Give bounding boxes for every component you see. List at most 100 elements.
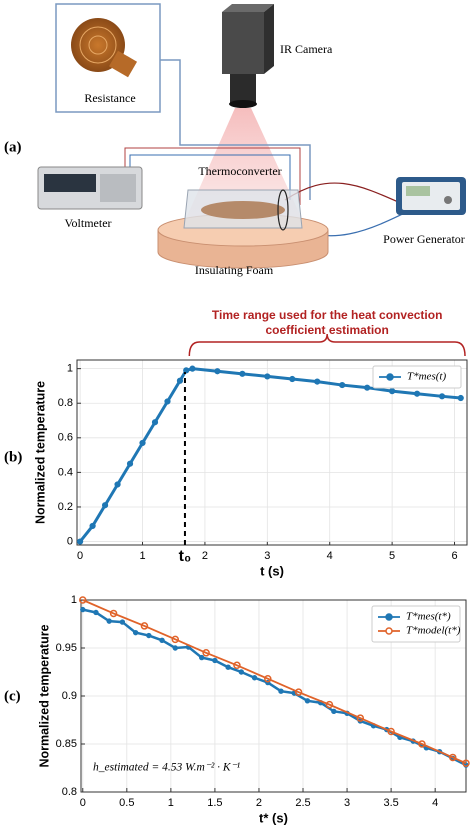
panel-label: (b) bbox=[4, 449, 22, 465]
y-axis-title: Normalized temperature bbox=[33, 381, 47, 524]
data-point bbox=[314, 378, 321, 385]
y-tick-label: 0.95 bbox=[56, 642, 77, 654]
x-tick-label: 1 bbox=[168, 797, 174, 809]
data-point bbox=[264, 373, 271, 380]
data-point bbox=[198, 654, 205, 661]
coil-ring bbox=[79, 26, 117, 64]
data-point bbox=[331, 708, 337, 715]
data-point bbox=[462, 759, 470, 767]
resistance-box bbox=[55, 3, 161, 113]
camera-side bbox=[264, 4, 274, 74]
data-point bbox=[413, 390, 421, 397]
x-tick-label: 2 bbox=[202, 550, 208, 562]
x-axis-title: t (s) bbox=[260, 563, 284, 578]
x-tick-label: 3 bbox=[344, 797, 350, 809]
annotation-label: t₀ bbox=[179, 548, 192, 565]
x-tick-label: 6 bbox=[451, 550, 457, 562]
data-point bbox=[325, 700, 334, 709]
legend-label: T*model(t*) bbox=[406, 625, 461, 637]
data-point bbox=[80, 606, 86, 613]
data-point bbox=[119, 619, 126, 625]
node-label: Insulating Foam bbox=[195, 263, 274, 277]
data-point bbox=[304, 698, 311, 704]
node-label: Power Generator bbox=[383, 232, 465, 246]
data-point bbox=[278, 688, 284, 694]
data-point bbox=[159, 637, 165, 644]
y-tick-label: 0.6 bbox=[58, 432, 73, 444]
x-tick-label: 4 bbox=[432, 797, 438, 809]
data-point bbox=[79, 596, 87, 604]
x-tick-label: 5 bbox=[389, 550, 395, 562]
data-point bbox=[214, 368, 221, 375]
data-point bbox=[457, 394, 464, 402]
x-tick-label: 2.5 bbox=[295, 797, 310, 809]
legend-box bbox=[372, 365, 462, 389]
x-tick-label: 0 bbox=[77, 550, 83, 562]
data-point bbox=[418, 740, 426, 748]
y-tick-label: 0.4 bbox=[58, 466, 73, 478]
x-tick-label: 4 bbox=[327, 550, 333, 562]
legend-marker bbox=[386, 373, 394, 381]
data-point bbox=[364, 384, 371, 391]
x-tick-label: 3 bbox=[264, 550, 270, 562]
data-point bbox=[164, 398, 171, 405]
data-point bbox=[225, 664, 231, 670]
sample bbox=[201, 201, 285, 219]
generator-knob bbox=[444, 196, 452, 204]
data-point bbox=[239, 370, 246, 377]
data-point bbox=[139, 439, 146, 447]
y-tick-label: 0.85 bbox=[56, 738, 77, 750]
panel-label: (a) bbox=[4, 139, 22, 155]
data-point bbox=[146, 632, 152, 639]
data-point bbox=[189, 365, 196, 372]
range-annotation-text: coefficient estimation bbox=[265, 323, 388, 337]
node-label: Thermoconverter bbox=[198, 164, 281, 178]
generator-screen bbox=[406, 186, 430, 196]
data-point bbox=[289, 375, 296, 383]
x-tick-label: 1.5 bbox=[207, 797, 222, 809]
y-tick-label: 0.8 bbox=[62, 786, 77, 798]
data-point bbox=[264, 674, 272, 683]
data-point bbox=[172, 645, 178, 651]
wire bbox=[160, 59, 311, 200]
voltmeter-screen bbox=[44, 174, 96, 192]
node-label: Voltmeter bbox=[64, 216, 111, 230]
data-point bbox=[93, 609, 99, 616]
data-point bbox=[101, 502, 109, 509]
data-point bbox=[151, 419, 159, 426]
estimate-annotation: h_estimated = 4.53 W.m⁻² · K⁻¹ bbox=[93, 762, 241, 774]
data-point bbox=[356, 714, 365, 722]
plot-frame bbox=[80, 599, 467, 793]
legend-box bbox=[371, 605, 461, 643]
series-line bbox=[82, 599, 467, 765]
voltmeter-keys bbox=[100, 174, 136, 202]
data-point bbox=[339, 381, 346, 389]
y-tick-label: 1 bbox=[71, 594, 77, 606]
setup-diagram: (a) Resistance IR Camera Insulating Foam… bbox=[4, 3, 466, 277]
data-point bbox=[202, 649, 210, 657]
data-point bbox=[183, 367, 190, 374]
node-label: IR Camera bbox=[280, 42, 333, 56]
range-bracket bbox=[188, 333, 466, 357]
coil-tab bbox=[108, 50, 138, 78]
coil-ring bbox=[88, 35, 108, 55]
x-tick-label: 1 bbox=[139, 550, 145, 562]
x-tick-label: 2 bbox=[256, 797, 262, 809]
data-point bbox=[89, 522, 96, 530]
node-label: Resistance bbox=[84, 91, 135, 105]
series-line bbox=[78, 367, 461, 543]
y-tick-label: 0 bbox=[67, 535, 73, 547]
camera-lens-end bbox=[229, 100, 257, 108]
data-point bbox=[233, 661, 241, 670]
y-axis-title: Normalized temperature bbox=[37, 624, 51, 767]
legend-marker bbox=[385, 613, 393, 621]
data-point bbox=[140, 622, 149, 630]
legend-label: T*mes(t) bbox=[407, 371, 446, 383]
y-tick-label: 0.8 bbox=[58, 397, 73, 409]
camera-top bbox=[222, 4, 274, 12]
plot-frame bbox=[76, 359, 468, 546]
camera-body bbox=[222, 12, 264, 74]
x-tick-label: 0 bbox=[80, 797, 86, 809]
